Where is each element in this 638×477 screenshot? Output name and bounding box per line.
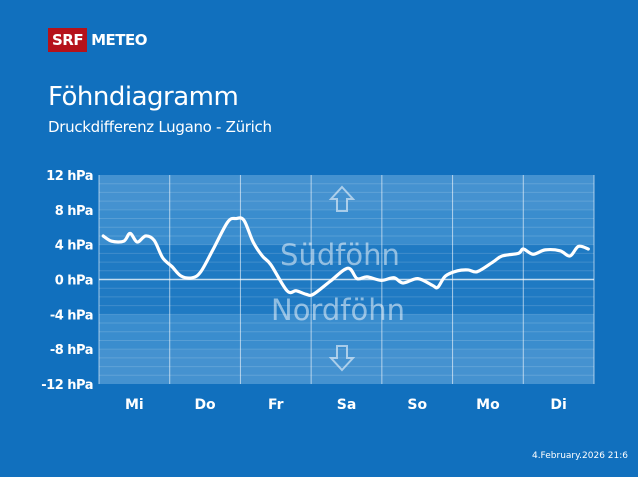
y-tick-label: 8 hPa [55,204,93,219]
arrow-down-icon [328,345,356,372]
x-tick-label: Di [550,397,566,413]
y-tick-label: 0 hPa [55,274,93,289]
x-tick-label: Mi [125,397,144,413]
y-tick-label: -4 hPa [50,308,93,323]
annotation-suedfoehn: Südföhn [280,238,400,272]
page-subtitle: Druckdifferenz Lugano - Zürich [48,118,272,136]
x-tick-label: Mo [476,397,500,413]
y-tick-label: 12 hPa [46,169,93,184]
y-tick-label: -8 hPa [50,343,93,358]
x-tick-label: So [407,397,427,413]
x-tick-label: Fr [268,397,284,413]
y-tick-label: 4 hPa [55,239,93,254]
logo-srf: SRF [48,28,88,52]
x-tick-label: Do [194,397,216,413]
page-title: Föhndiagramm [48,82,239,112]
logo-meteo: METEO [91,31,148,49]
srf-meteo-logo: SRF METEO [48,28,148,52]
band-lower-mid [99,314,594,350]
annotation-nordfoehn: Nordföhn [271,293,405,327]
band-upper-mid [99,209,594,245]
arrow-up-icon [328,185,356,212]
y-tick-label: -12 hPa [41,378,93,393]
series-line-druckdifferenz [101,216,590,298]
x-tick-label: Sa [337,397,357,413]
timestamp: 4.February.2026 21:6 [531,451,628,461]
